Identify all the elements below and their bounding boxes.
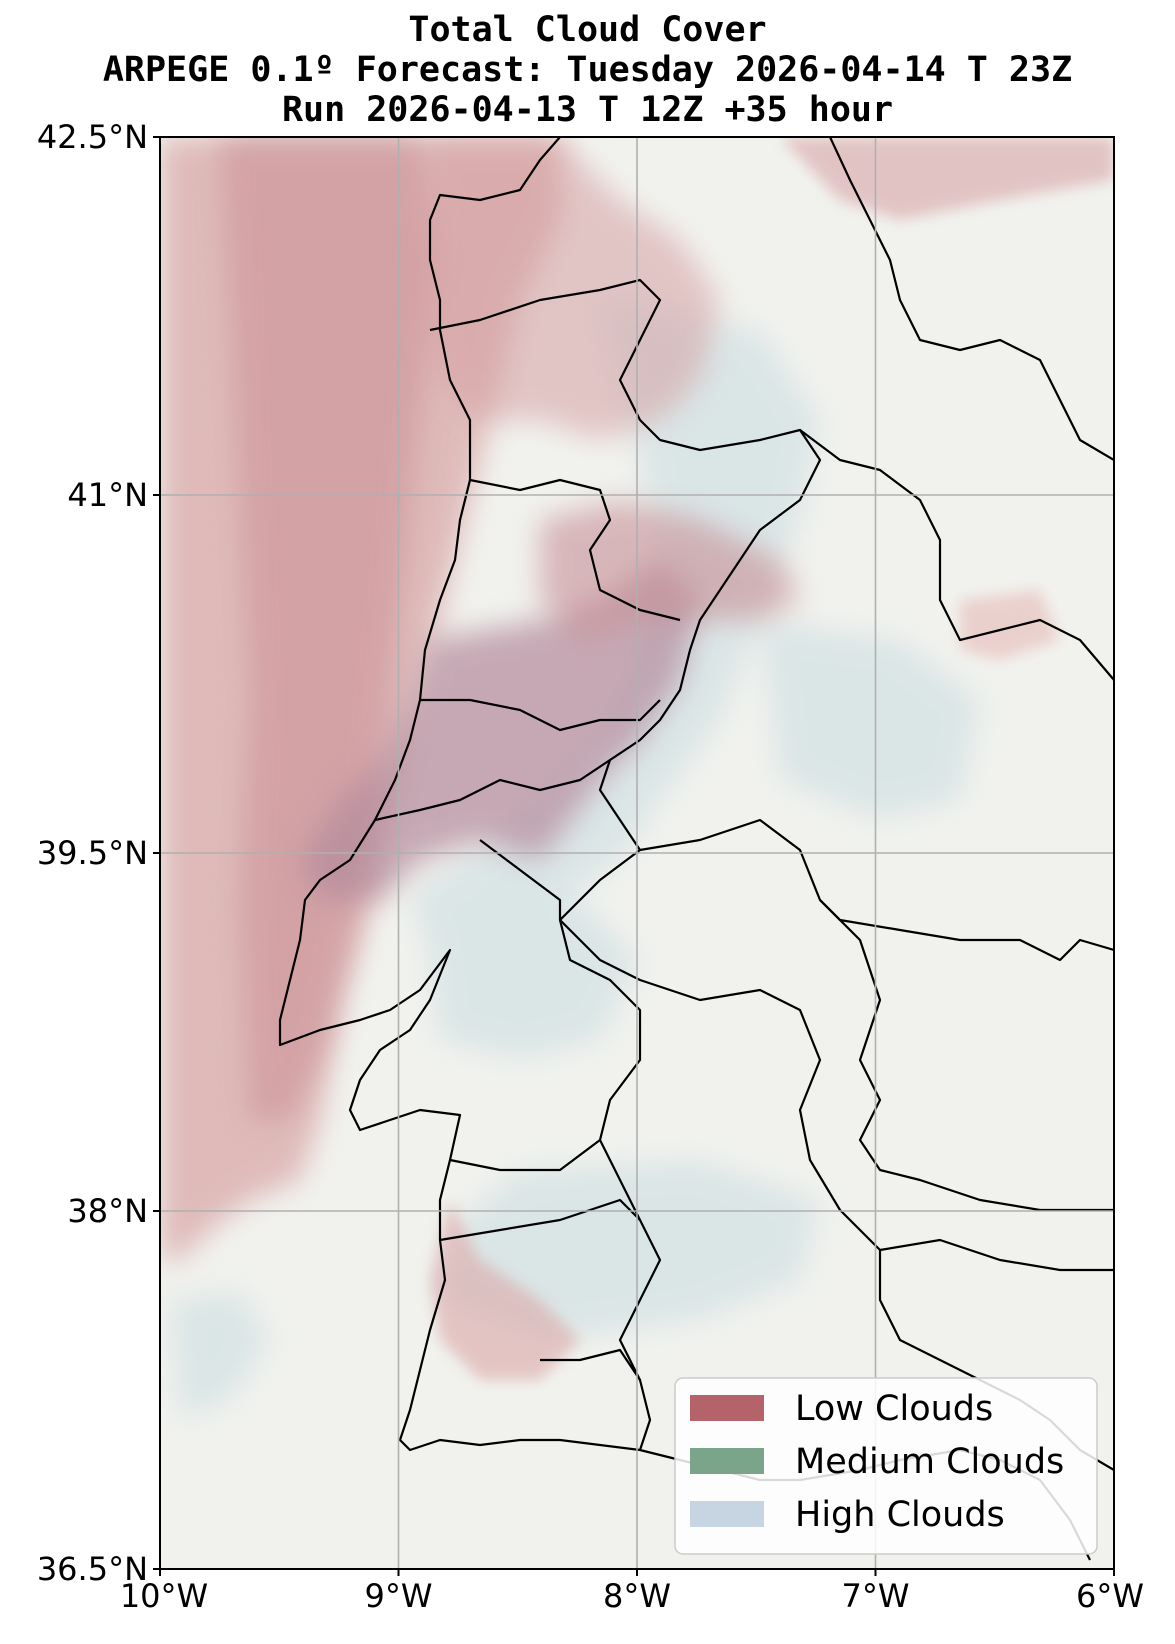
title-line-3: Run 2026-04-13 T 12Z +35 hour (281, 90, 894, 130)
legend-label-2: High Clouds (795, 1495, 1005, 1535)
tick-label-lon-0: 10°W (120, 1577, 208, 1615)
border-region-12 (449, 1139, 601, 1172)
cloud-field (160, 137, 1114, 1420)
legend-swatch-2 (690, 1501, 764, 1527)
tick-label-lat-1: 41°N (67, 476, 148, 514)
legend-swatch-1 (690, 1448, 764, 1474)
border-region-13 (540, 1348, 641, 1381)
tick-label-lat-0: 42.5°N (37, 118, 148, 156)
border-region-10 (479, 839, 562, 920)
tick-label-lon-1: 9°W (365, 1577, 433, 1615)
border-region-4 (819, 899, 1114, 1212)
legend: Low Clouds Medium Clouds High Clouds (674, 1377, 1098, 1555)
low-clouds-layer (160, 137, 1114, 1380)
tick-label-lon-2: 8°W (603, 1577, 671, 1615)
border-region-9 (374, 759, 611, 822)
tick-label-lat-4: 36.5°N (37, 1550, 148, 1588)
border-region-11 (439, 1198, 641, 1242)
border-region-3 (639, 818, 1114, 962)
border-portugal-spain-north (429, 278, 822, 1451)
tick-label-lat-3: 38°N (67, 1192, 148, 1230)
tick-label-lon-3: 7°W (842, 1577, 910, 1615)
legend-box (674, 1377, 1098, 1555)
title-line-1: Total Cloud Cover (408, 10, 767, 50)
title-line-2: ARPEGE 0.1º Forecast: Tuesday 2026-04-14… (102, 50, 1073, 90)
border-region-1 (829, 137, 1114, 461)
legend-label-1: Medium Clouds (795, 1442, 1064, 1482)
border-region-7 (469, 478, 681, 622)
high-clouds-layer (170, 300, 980, 1420)
border-region-2 (799, 429, 1114, 681)
tick-label-lat-2: 39.5°N (37, 834, 148, 872)
legend-swatch-0 (690, 1395, 764, 1421)
legend-label-0: Low Clouds (795, 1389, 993, 1429)
border-region-8 (420, 698, 661, 732)
border-region-6 (879, 1238, 1114, 1272)
tick-label-lon-4: 6°W (1076, 1577, 1144, 1615)
borders-layer (278, 137, 1114, 1561)
axis-ticks: 10°W 9°W 8°W 7°W 6°W 42.5°N 41°N 39.5°N 38°N 36.5… (37, 118, 1144, 1615)
map-title: Total Cloud Cover ARPEGE 0.1º Forecast: … (0, 10, 1175, 130)
